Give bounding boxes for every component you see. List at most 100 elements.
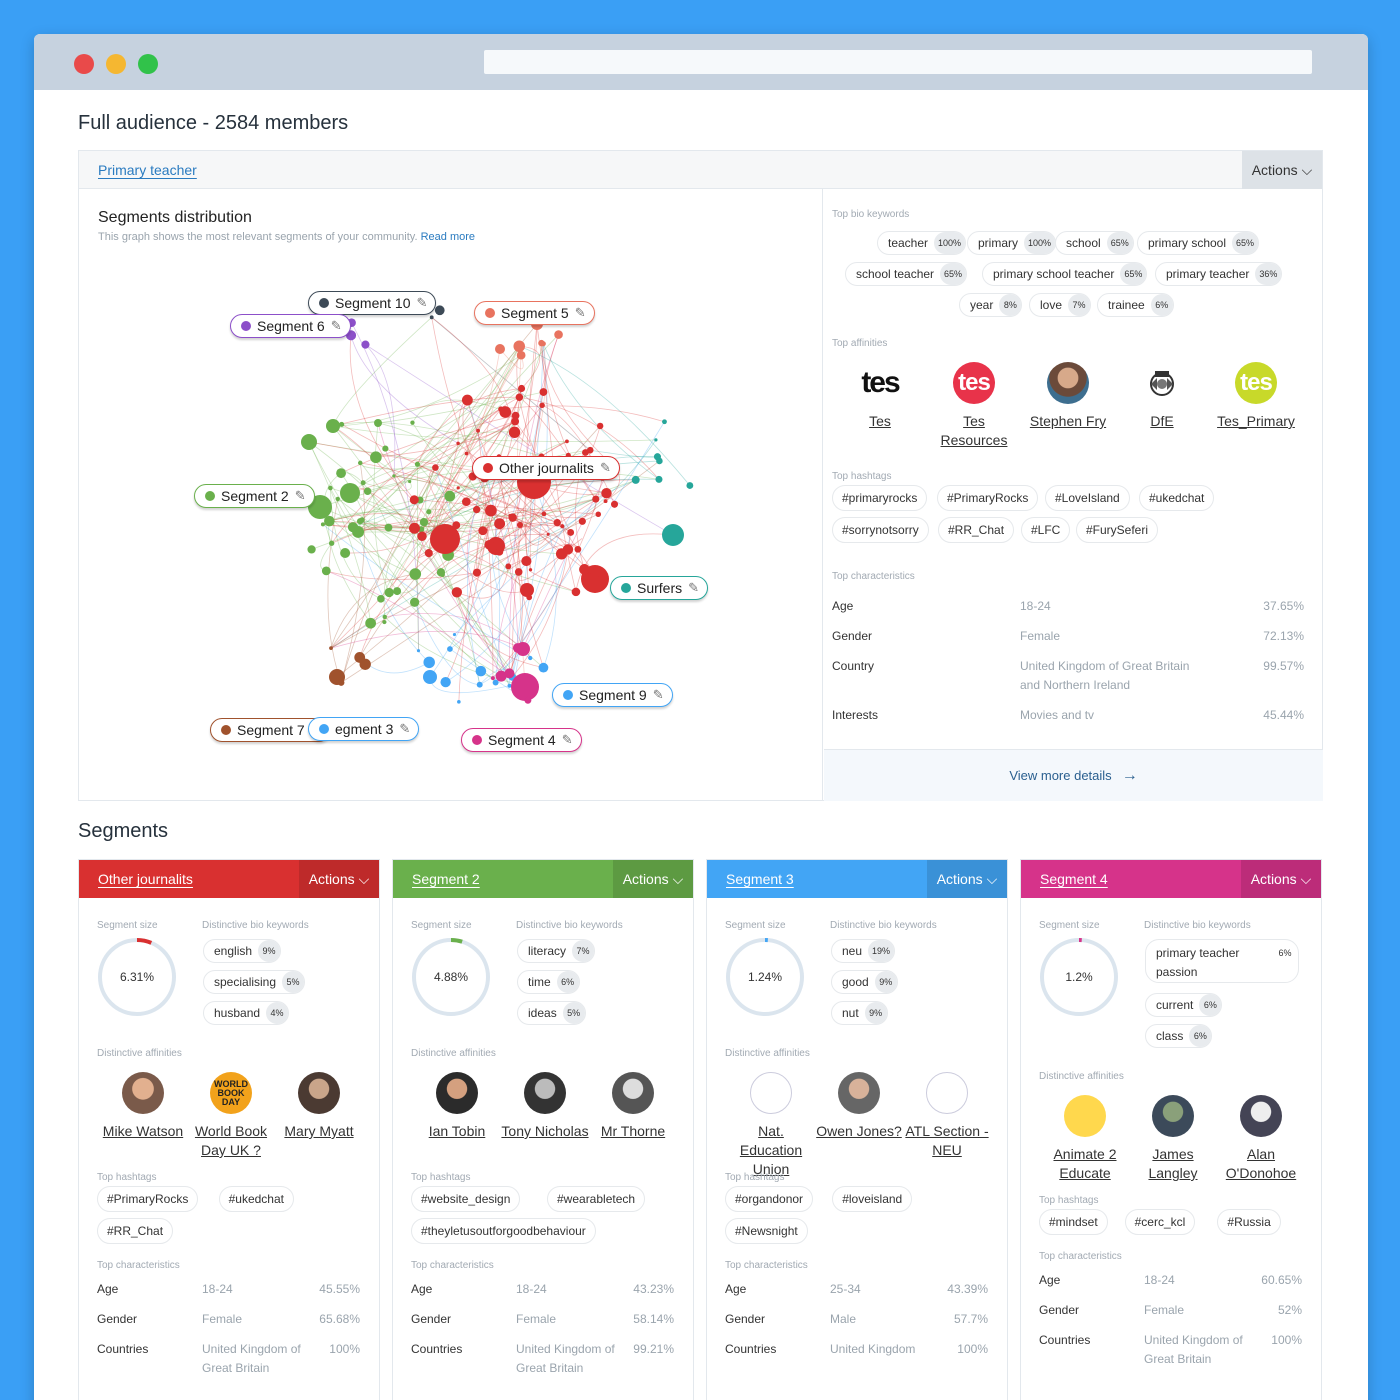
graph-node[interactable] [484,539,495,550]
graph-node[interactable] [512,643,523,653]
pencil-icon[interactable]: ✎ [574,305,586,320]
graph-node[interactable] [416,649,421,653]
network-graph[interactable] [79,249,823,801]
graph-node[interactable] [524,696,532,704]
graph-node[interactable] [423,656,435,669]
hashtag-chip[interactable]: #PrimaryRocks [937,485,1039,511]
graph-node[interactable] [409,522,420,534]
graph-node[interactable] [472,505,481,514]
graph-node[interactable] [452,521,461,530]
graph-node[interactable] [595,511,602,518]
graph-node[interactable] [485,504,497,517]
graph-node[interactable] [430,524,460,554]
graph-segment-label[interactable]: egment 3 ✎ [308,717,420,741]
graph-node[interactable] [508,513,512,518]
graph-node[interactable] [365,617,376,629]
graph-node[interactable] [555,548,568,560]
graph-node[interactable] [516,350,526,360]
hashtag-chip[interactable]: #RR_Chat [97,1218,174,1244]
graph-node[interactable] [540,341,546,347]
graph-node[interactable] [374,418,383,427]
graph-node[interactable] [320,522,325,527]
hashtag-chip[interactable]: #organdonor [725,1186,814,1212]
affinity-item[interactable]: tes Tes Resources [929,362,1019,450]
graph-node[interactable] [410,420,415,425]
segment-name-link[interactable]: Segment 4 [1040,871,1108,887]
graph-node[interactable] [393,587,402,596]
graph-node[interactable] [662,419,667,425]
graph-node[interactable] [472,568,482,577]
graph-node[interactable] [321,566,331,576]
graph-node[interactable] [423,670,437,684]
graph-node[interactable] [409,568,422,580]
affinity-item[interactable]: Mike Watson [98,1072,188,1141]
graph-node[interactable] [354,652,366,663]
graph-node[interactable] [440,676,451,688]
affinity-item[interactable]: Owen Jones? [814,1072,904,1141]
hashtag-chip[interactable]: #website_design [411,1186,521,1212]
graph-node[interactable] [301,434,317,450]
graph-node[interactable] [514,568,523,576]
graph-node[interactable] [539,388,548,396]
graph-node[interactable] [340,483,360,503]
segment-actions-button[interactable]: Actions ⌵ [299,860,379,898]
graph-node[interactable] [590,569,600,579]
graph-node[interactable] [505,563,512,570]
hashtag-chip[interactable]: #wearabletech [547,1186,646,1212]
graph-node[interactable] [538,662,549,673]
pencil-icon[interactable]: ✎ [599,460,611,475]
graph-node[interactable] [476,428,480,433]
graph-node[interactable] [308,495,332,519]
graph-node[interactable] [539,402,545,409]
hashtag-chip[interactable]: #cerc_kcl [1124,1209,1196,1235]
graph-node[interactable] [307,545,316,554]
graph-node[interactable] [554,330,563,339]
graph-node[interactable] [610,500,619,508]
graph-node[interactable] [686,482,694,489]
pencil-icon[interactable]: ✎ [330,318,342,333]
graph-node[interactable] [384,523,393,532]
graph-node[interactable] [579,564,590,575]
tab-primary-teacher[interactable]: Primary teacher [98,162,197,178]
graph-node[interactable] [409,495,419,505]
graph-node[interactable] [432,464,439,471]
pencil-icon[interactable]: ✎ [688,580,700,595]
graph-node[interactable] [511,417,520,426]
graph-node[interactable] [528,655,533,661]
hashtag-chip[interactable]: #ukedchat [1139,485,1215,511]
pencil-icon[interactable]: ✎ [652,687,664,702]
graph-node[interactable] [347,522,359,533]
close-window-button[interactable] [74,54,94,74]
graph-node[interactable] [324,515,335,527]
graph-node[interactable] [326,419,340,433]
affinity-item[interactable]: Stephen Fry [1023,362,1113,431]
graph-node[interactable] [461,394,473,406]
graph-node[interactable] [655,475,663,483]
graph-node[interactable] [565,439,569,444]
graph-node[interactable] [456,486,460,490]
graph-node[interactable] [515,393,524,402]
graph-node[interactable] [541,511,547,517]
graph-node[interactable] [414,461,420,467]
hashtag-chip[interactable]: #LFC [1021,517,1071,543]
graph-node[interactable] [328,485,333,491]
hashtag-chip[interactable]: #FurySeferi [1076,517,1159,543]
graph-node[interactable] [656,457,663,465]
graph-node[interactable] [499,406,512,418]
graph-node[interactable] [495,547,504,556]
affinity-item[interactable]: Mary Myatt [274,1072,364,1141]
graph-segment-label[interactable]: Segment 6 ✎ [230,314,351,338]
affinity-item[interactable]: Mr Thorne [588,1072,678,1141]
graph-segment-label[interactable]: Segment 9 ✎ [552,683,673,707]
graph-node[interactable] [504,668,515,679]
affinity-item[interactable]: tes Tes_Primary [1211,362,1301,431]
hashtag-chip[interactable]: #LoveIsland [1045,485,1130,511]
graph-node[interactable] [417,531,427,541]
address-bar[interactable] [484,50,1312,74]
graph-node[interactable] [490,676,495,681]
graph-node[interactable] [424,549,433,558]
graph-node[interactable] [476,681,483,688]
graph-node[interactable] [392,474,396,478]
graph-node[interactable] [518,384,526,392]
graph-node[interactable] [516,521,524,529]
